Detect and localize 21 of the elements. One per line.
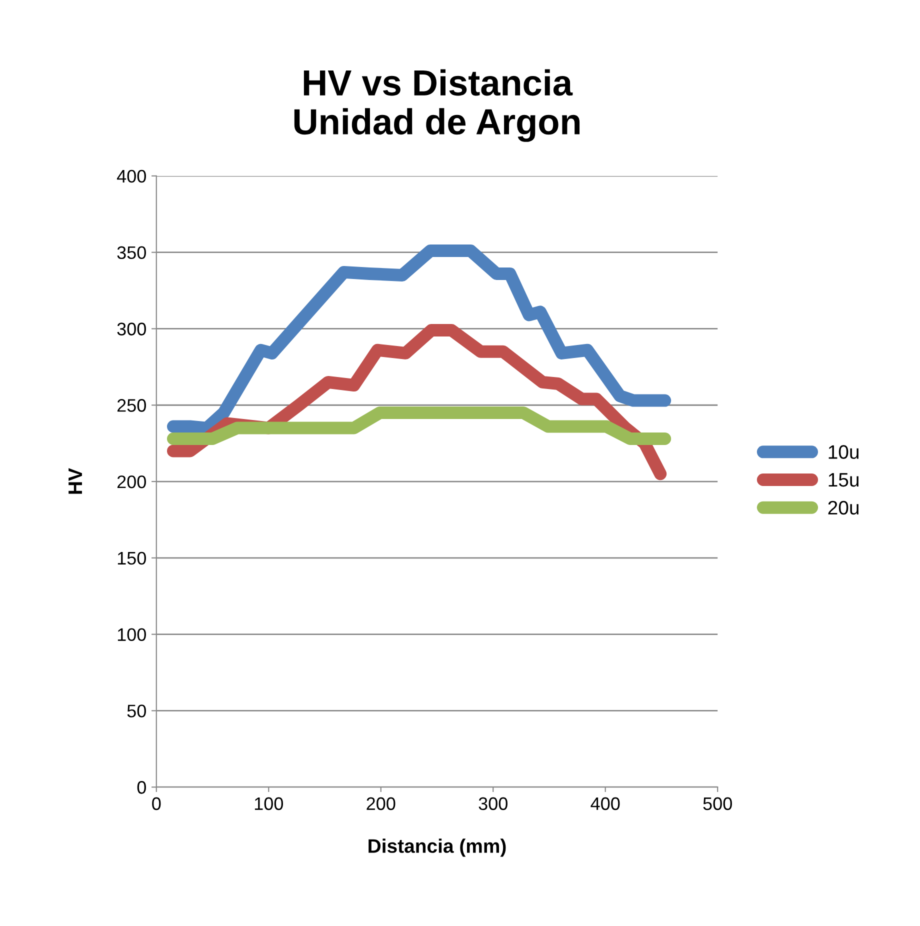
x-tick-label: 0: [152, 797, 161, 810]
legend-label: 15u: [828, 473, 858, 487]
x-tick-label: 500: [703, 797, 732, 810]
x-tick-label: 100: [254, 797, 283, 810]
y-tick-label: 200: [117, 475, 146, 488]
y-axis-title: HV: [68, 468, 82, 494]
x-tick-label: 200: [366, 797, 396, 810]
legend-label: 20u: [828, 500, 858, 515]
x-axis-title: Distancia (mm): [368, 838, 506, 857]
y-tick-label: 250: [117, 399, 146, 412]
y-tick-label: 50: [127, 704, 146, 718]
y-tick-label: 300: [117, 322, 146, 336]
y-tick-label: 400: [116, 170, 146, 183]
y-tick-label: 100: [118, 628, 146, 642]
x-tick-label: 300: [478, 797, 508, 810]
legend-label: 10u: [828, 445, 858, 459]
chart-title: HV vs Distancia Unidad de Argon: [294, 69, 580, 142]
y-tick-label: 150: [118, 552, 146, 565]
x-tick-label: 400: [590, 797, 620, 810]
y-tick-label: 350: [117, 246, 146, 260]
y-tick-label: 0: [137, 781, 146, 794]
